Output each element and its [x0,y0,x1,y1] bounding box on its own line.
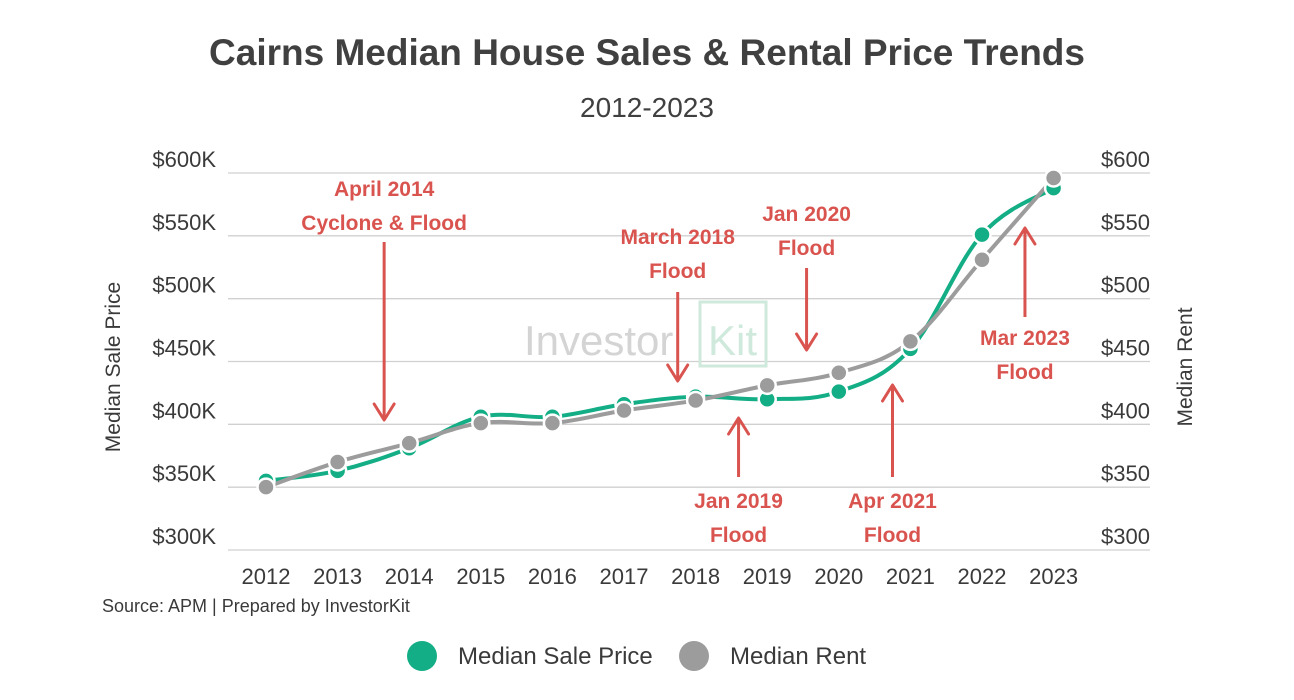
x-tick-label: 2020 [814,564,863,589]
x-tick-label: 2015 [456,564,505,589]
legend: Median Sale Price Median Rent [407,641,866,671]
annotation: Apr 2021 Flood [848,383,937,547]
x-tick-label: 2017 [600,564,649,589]
legend-label-sale: Median Sale Price [458,643,653,670]
y-tick-label: $400K [152,398,216,423]
x-tick-label: 2021 [886,564,935,589]
x-tick-label: 2018 [671,564,720,589]
annotation: Jan 2020 Flood [762,203,851,352]
annotation: March 2018 Flood [620,226,735,383]
series-layer [256,168,1064,497]
data-point-rent [1043,168,1064,188]
annotation-arrow-head [727,416,751,436]
y2-tick-label: $500 [1101,273,1150,298]
annotations: April 2014 Cyclone & Flood March 2018 Flood… [301,178,1070,547]
annotation-label: Jan 2020 [762,203,851,226]
watermark-investor: Investor [524,317,673,364]
annotation-label: Flood [996,361,1053,384]
x-tick-label: 2014 [385,564,434,589]
y-tick-label: $550K [152,210,216,235]
x-tick-label: 2013 [313,564,362,589]
annotation-label: April 2014 [334,178,435,201]
data-point-rent [327,452,348,472]
y-axis-title: Median Sale Price [102,282,125,452]
chart-subtitle: 2012-2023 [580,92,714,123]
annotation-label: Flood [864,524,921,547]
annotation-label: Mar 2023 [980,327,1070,350]
x-tick-label: 2023 [1029,564,1078,589]
y2-tick-label: $550 [1101,210,1150,235]
data-point-rent [900,331,921,352]
data-point-rent [256,477,276,497]
annotation-arrow-head [795,332,819,352]
data-point-sale-price [829,381,849,402]
legend-label-rent: Median Rent [730,643,866,670]
annotation: April 2014 Cyclone & Flood [301,178,467,422]
data-point-rent [614,400,634,421]
y-tick-label: $500K [152,273,216,298]
annotation-label: March 2018 [620,226,735,249]
watermark: Investor Kit [524,300,768,368]
annotation-label: Cyclone & Flood [301,212,467,235]
annotation: Jan 2019 Flood [694,416,783,547]
y-tick-label: $350K [152,461,216,486]
data-point-rent [757,375,777,396]
annotation-label: Apr 2021 [848,490,937,513]
data-point-rent [972,249,992,270]
annotation-arrow-head [881,383,904,403]
annotation-label: Jan 2019 [694,490,783,513]
annotation-label: Flood [778,237,835,260]
x-tick-label: 2012 [242,564,291,589]
y2-tick-label: $350 [1101,461,1150,486]
source-note: Source: APM | Prepared by InvestorKit [102,596,410,616]
left-axis-ticks: $300K $350K $400K $450K $500K $550K $600K [152,147,216,549]
annotation-label: Flood [649,260,706,283]
y2-tick-label: $300 [1101,524,1150,549]
y-tick-label: $300K [152,524,216,549]
y2-tick-label: $600 [1101,147,1150,172]
y2-tick-label: $450 [1101,336,1150,361]
annotation: Mar 2023 Flood [980,226,1070,384]
y-tick-label: $600K [152,147,216,172]
chart-title: Cairns Median House Sales & Rental Price… [209,32,1085,73]
x-axis-ticks: 2012 2013 2014 2015 2016 2017 2018 2019 2020 2021… [242,564,1079,589]
y2-tick-label: $400 [1101,398,1150,423]
data-point-rent [829,363,849,383]
data-point-rent [471,413,491,433]
annotation-label: Flood [710,524,767,547]
annotation-arrow-head [666,363,690,383]
data-point-rent [542,413,563,433]
y-tick-label: $450K [152,336,216,361]
legend-swatch-sale [407,641,437,671]
annotation-arrow-head [372,402,396,422]
data-point-sale-price [972,224,992,245]
y2-axis-title: Median Rent [1174,307,1197,426]
watermark-kit: Kit [708,317,757,364]
data-point-rent [399,433,419,453]
x-tick-label: 2019 [743,564,792,589]
annotation-arrow-head [1013,226,1037,246]
x-tick-label: 2016 [528,564,577,589]
x-tick-label: 2022 [958,564,1007,589]
legend-swatch-rent [679,641,709,671]
watermark-box [698,300,768,368]
gridlines [228,172,1150,551]
data-point-rent [685,390,706,411]
right-axis-ticks: $300 $350 $400 $450 $500 $550 $600 [1101,147,1150,549]
